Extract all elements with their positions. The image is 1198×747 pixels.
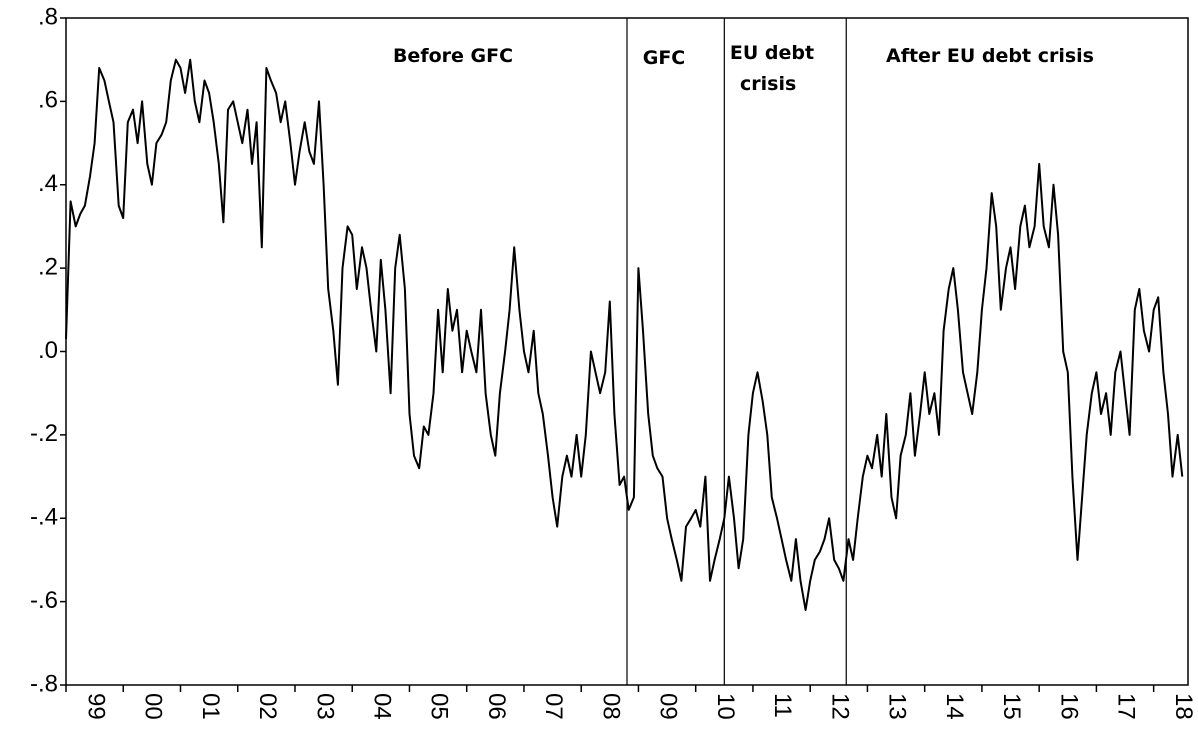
x-tick-label: 02 bbox=[254, 693, 281, 720]
annotation: EU debt bbox=[730, 42, 814, 64]
annotation: Before GFC bbox=[393, 45, 513, 67]
x-tick-label: 13 bbox=[884, 693, 911, 720]
y-tick-label: -.6 bbox=[30, 587, 58, 614]
y-tick-label: .8 bbox=[38, 3, 58, 30]
y-tick-label: .0 bbox=[38, 337, 58, 364]
x-tick-label: 01 bbox=[197, 693, 224, 720]
x-tick-label: 08 bbox=[597, 693, 624, 720]
x-tick-label: 14 bbox=[941, 693, 968, 720]
y-tick-label: .4 bbox=[38, 170, 58, 197]
x-tick-label: 16 bbox=[1055, 693, 1082, 720]
x-tick-label: 07 bbox=[540, 693, 567, 720]
y-tick-label: -.8 bbox=[30, 670, 58, 697]
x-tick-label: 03 bbox=[311, 693, 338, 720]
x-tick-label: 15 bbox=[998, 693, 1025, 720]
x-tick-label: 06 bbox=[483, 693, 510, 720]
y-tick-label: .2 bbox=[38, 253, 58, 280]
x-tick-label: 09 bbox=[655, 693, 682, 720]
x-tick-label: 17 bbox=[1113, 693, 1140, 720]
y-tick-label: -.4 bbox=[30, 504, 58, 531]
annotation: crisis bbox=[740, 73, 796, 95]
x-tick-label: 05 bbox=[426, 693, 453, 720]
data-line bbox=[65, 58, 1184, 611]
x-tick-label: 10 bbox=[712, 693, 739, 720]
x-tick-label: 18 bbox=[1170, 693, 1197, 720]
x-tick-label: 04 bbox=[369, 693, 396, 720]
x-tick-label: 12 bbox=[826, 693, 853, 720]
x-tick-label: 99 bbox=[82, 693, 109, 720]
x-tick-label: 11 bbox=[769, 693, 796, 718]
x-tick-label: 00 bbox=[140, 693, 167, 720]
y-tick-label: .6 bbox=[38, 87, 58, 114]
annotation: GFC bbox=[643, 47, 686, 69]
annotation: After EU debt crisis bbox=[886, 45, 1094, 67]
y-tick-label: -.2 bbox=[30, 420, 58, 447]
